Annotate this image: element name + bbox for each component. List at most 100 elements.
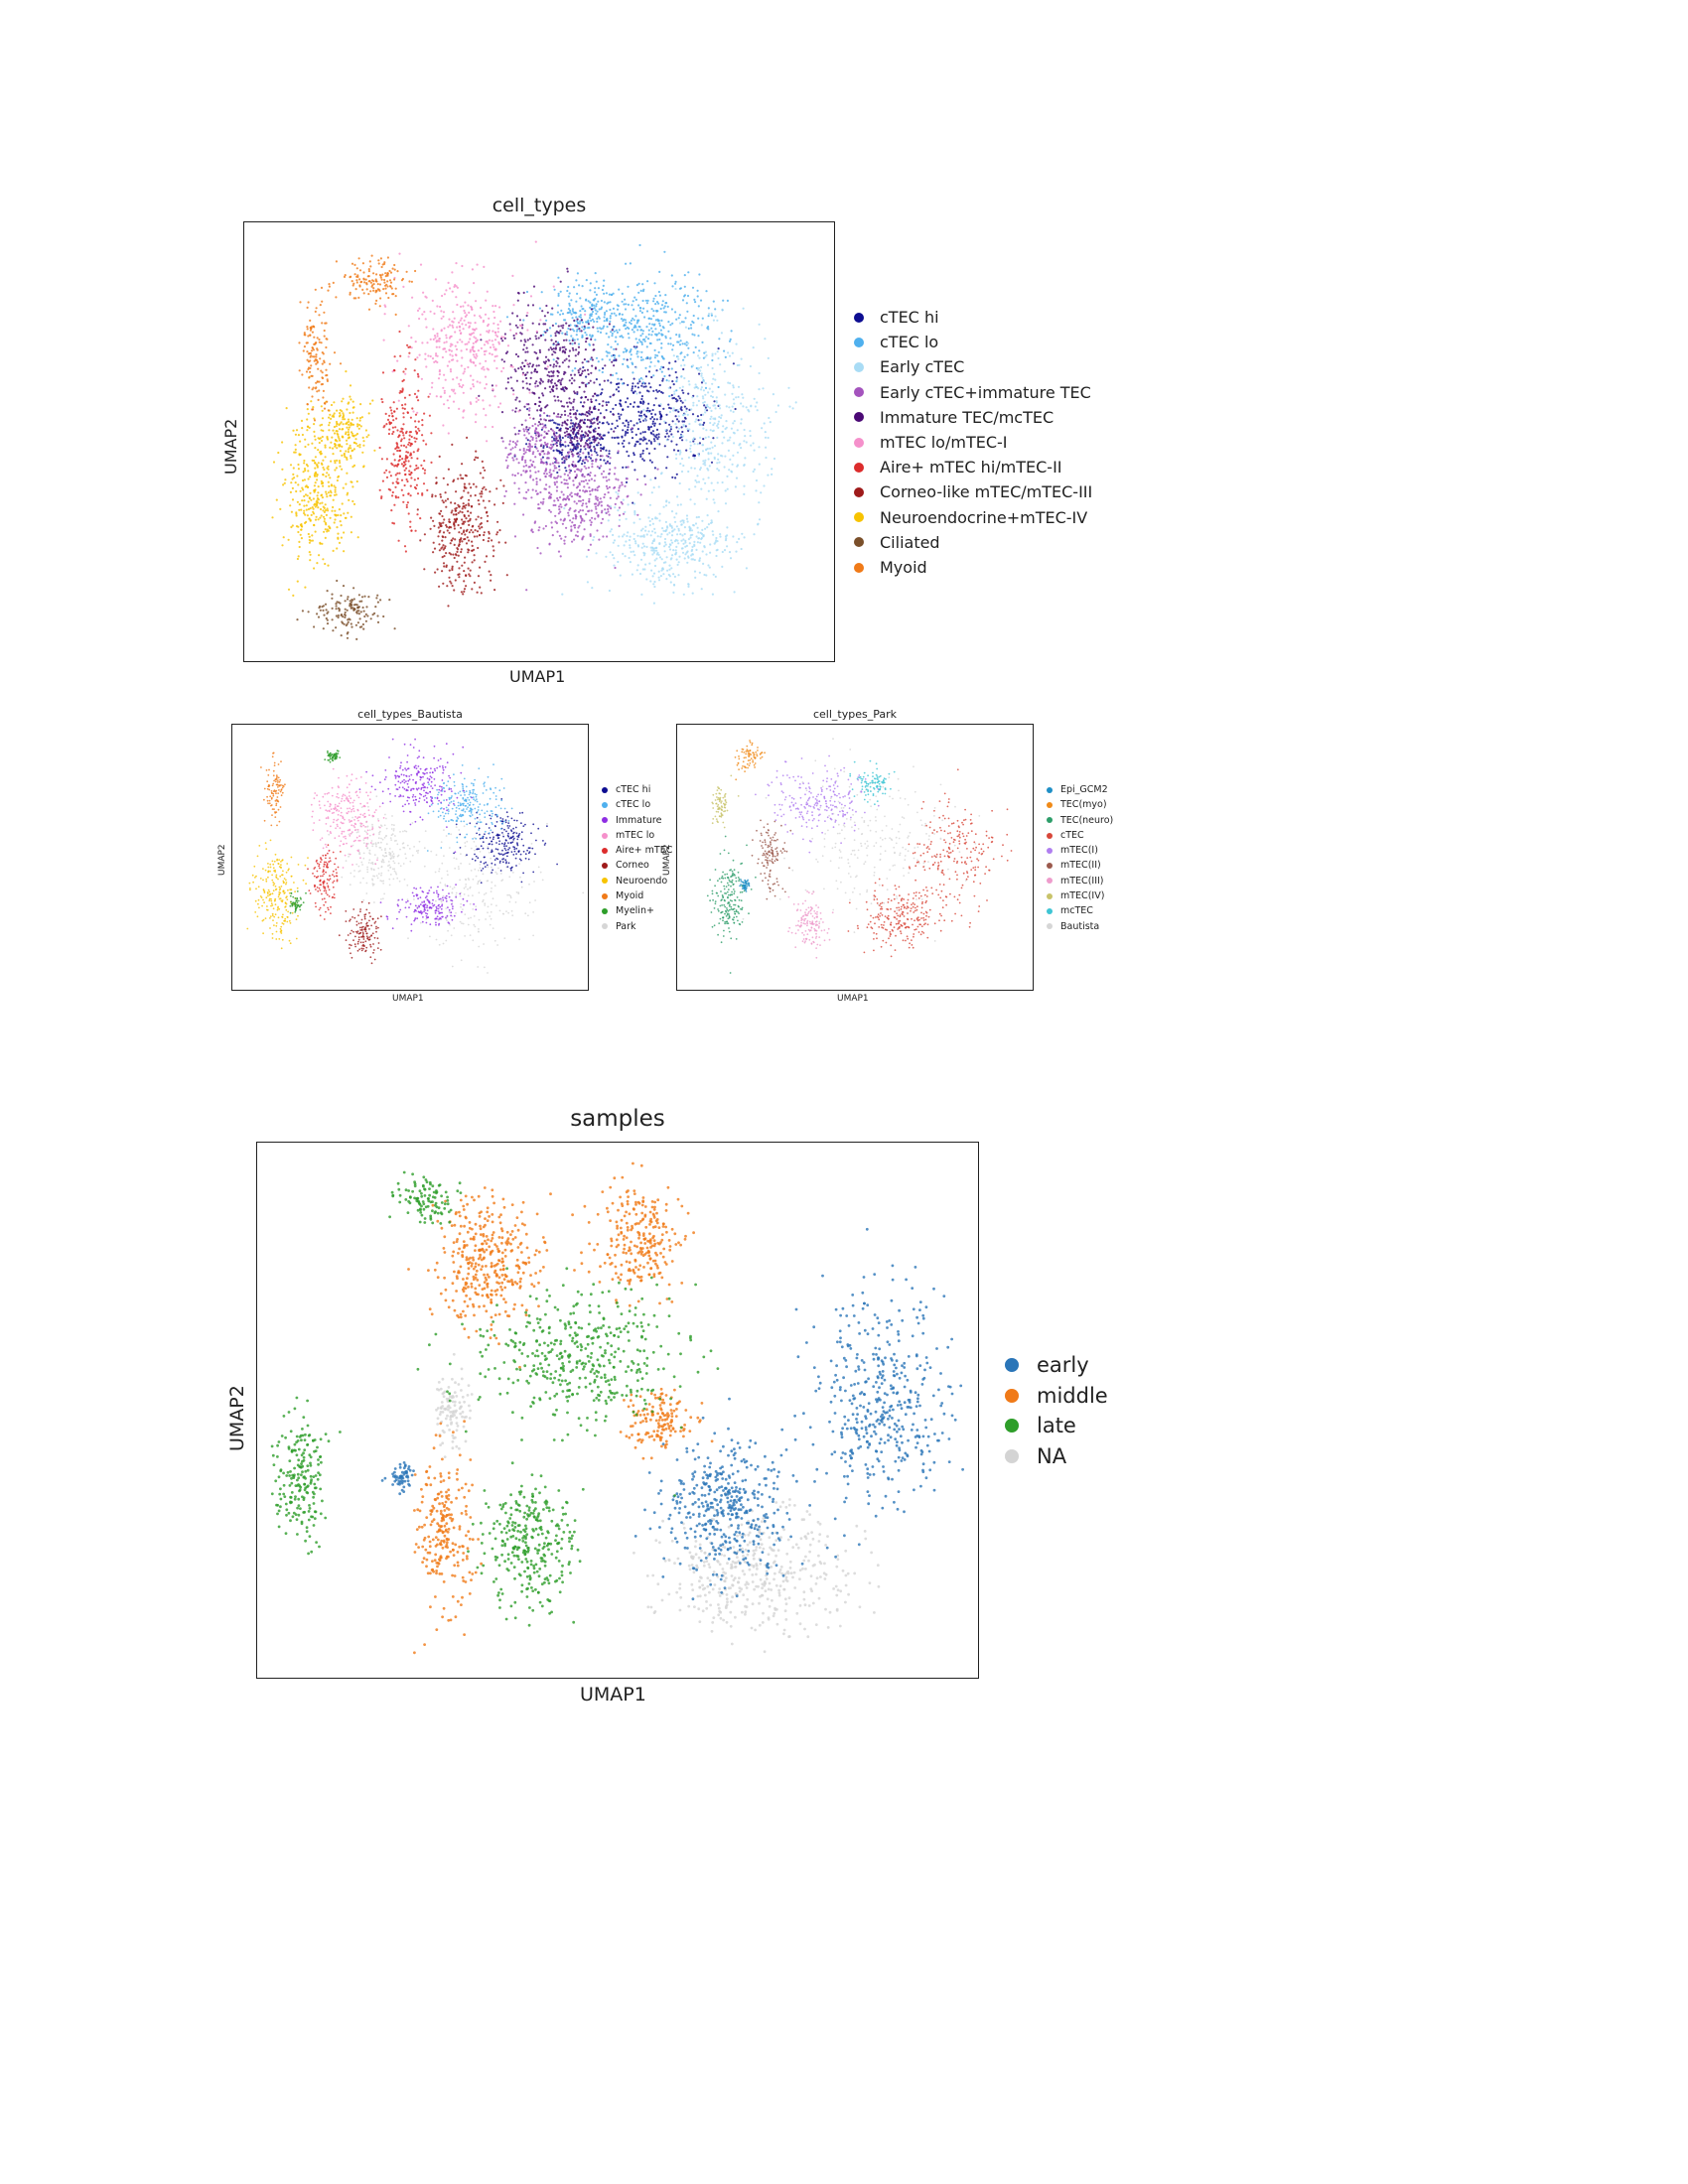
data-point (665, 439, 668, 442)
data-point (556, 304, 560, 307)
data-point (347, 596, 350, 599)
data-point (519, 365, 522, 368)
data-point (527, 428, 530, 431)
data-point (568, 472, 571, 475)
data-point (700, 365, 703, 369)
data-point (417, 427, 420, 430)
data-point (651, 542, 654, 545)
data-point (344, 516, 347, 519)
data-point (729, 436, 732, 439)
data-point (372, 272, 375, 275)
data-point (451, 290, 454, 293)
data-point (721, 442, 724, 445)
data-point (647, 382, 650, 385)
data-point (490, 910, 492, 913)
data-point (271, 516, 274, 519)
data-point (449, 353, 452, 356)
data-point (482, 319, 486, 323)
data-point (698, 442, 701, 445)
data-point (576, 292, 579, 295)
data-point (481, 367, 484, 370)
data-point (606, 421, 609, 424)
data-point (687, 380, 690, 383)
data-point (460, 349, 463, 352)
data-point (551, 462, 555, 465)
data-point (337, 513, 340, 517)
data-point (342, 621, 345, 624)
data-point (380, 265, 383, 269)
data-point (404, 460, 407, 463)
data-point (319, 541, 322, 544)
data-point (326, 435, 329, 439)
data-point (475, 341, 478, 343)
data-point (618, 417, 622, 420)
data-point (381, 371, 385, 374)
data-point (513, 481, 516, 484)
data-point (573, 447, 576, 450)
data-point (753, 533, 756, 536)
data-point (569, 441, 572, 444)
data-point (700, 487, 703, 490)
data-point (440, 547, 443, 550)
data-point (608, 452, 611, 456)
data-point (473, 554, 476, 557)
data-point (631, 304, 633, 307)
legend-item: Early cTEC (854, 354, 1092, 379)
data-point (456, 560, 459, 563)
data-point (515, 458, 518, 461)
data-point (596, 498, 600, 501)
data-point (504, 351, 508, 354)
data-point (596, 327, 599, 330)
data-point (352, 400, 354, 403)
data-point (552, 363, 556, 366)
data-point (590, 509, 593, 512)
data-point (590, 398, 593, 401)
data-point (334, 490, 337, 493)
data-point (705, 448, 708, 451)
data-point (658, 519, 661, 522)
data-point (496, 944, 498, 946)
data-point (689, 441, 692, 444)
data-point (570, 429, 573, 432)
data-point (658, 542, 661, 545)
data-point (652, 324, 655, 327)
data-point (551, 429, 554, 432)
data-point (596, 422, 600, 425)
data-point (520, 367, 523, 370)
data-point (318, 441, 321, 445)
data-point (529, 459, 532, 462)
data-point (416, 356, 419, 359)
data-point (606, 479, 609, 482)
data-point (577, 342, 581, 345)
data-point (703, 351, 706, 354)
data-point (441, 539, 444, 542)
data-point (546, 329, 549, 332)
data-point (646, 411, 649, 414)
data-point (645, 578, 648, 581)
data-point (365, 606, 368, 609)
data-point (671, 435, 674, 439)
data-point (465, 517, 468, 520)
data-point (594, 309, 597, 312)
data-point (667, 379, 670, 382)
data-point (696, 526, 699, 529)
data-point (611, 335, 614, 338)
data-point (580, 305, 583, 308)
data-point (673, 516, 676, 519)
data-point (467, 894, 470, 897)
data-point (652, 433, 655, 436)
data-point (575, 325, 578, 328)
data-point (493, 503, 496, 506)
data-point (317, 615, 321, 618)
data-point (589, 313, 592, 316)
data-point (320, 452, 323, 455)
data-point (359, 611, 362, 614)
data-point (317, 398, 320, 401)
data-point (603, 446, 606, 449)
data-point (634, 346, 637, 349)
data-point (567, 444, 570, 447)
data-point (580, 430, 584, 433)
data-point (715, 536, 718, 540)
data-point (587, 430, 590, 433)
data-point (553, 382, 557, 385)
